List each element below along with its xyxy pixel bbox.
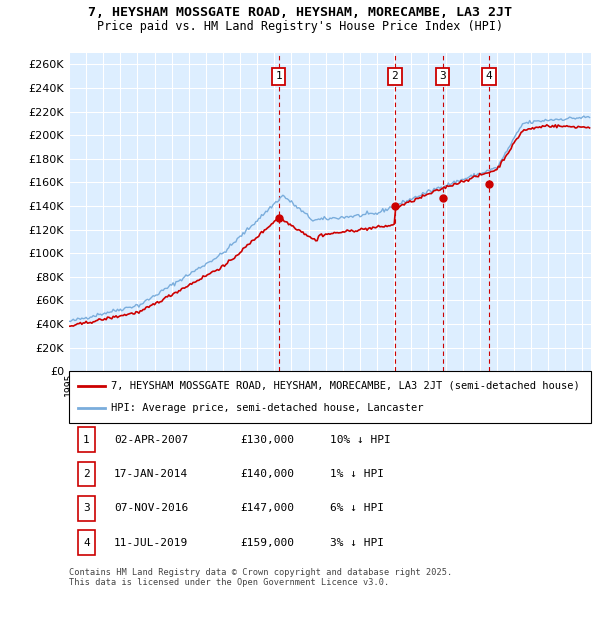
Text: 6% ↓ HPI: 6% ↓ HPI xyxy=(330,503,384,513)
Text: 3: 3 xyxy=(83,503,90,513)
Text: 3% ↓ HPI: 3% ↓ HPI xyxy=(330,538,384,547)
Text: £147,000: £147,000 xyxy=(240,503,294,513)
Text: 2: 2 xyxy=(83,469,90,479)
Text: £130,000: £130,000 xyxy=(240,435,294,445)
Text: Contains HM Land Registry data © Crown copyright and database right 2025.
This d: Contains HM Land Registry data © Crown c… xyxy=(69,568,452,587)
Text: 1: 1 xyxy=(275,71,282,81)
Text: 07-NOV-2016: 07-NOV-2016 xyxy=(114,503,188,513)
Text: £140,000: £140,000 xyxy=(240,469,294,479)
Text: 11-JUL-2019: 11-JUL-2019 xyxy=(114,538,188,547)
Text: Price paid vs. HM Land Registry's House Price Index (HPI): Price paid vs. HM Land Registry's House … xyxy=(97,20,503,33)
Text: £159,000: £159,000 xyxy=(240,538,294,547)
Text: HPI: Average price, semi-detached house, Lancaster: HPI: Average price, semi-detached house,… xyxy=(111,403,424,414)
Text: 7, HEYSHAM MOSSGATE ROAD, HEYSHAM, MORECAMBE, LA3 2JT (semi-detached house): 7, HEYSHAM MOSSGATE ROAD, HEYSHAM, MOREC… xyxy=(111,381,580,391)
Text: 1: 1 xyxy=(83,435,90,445)
Text: 1% ↓ HPI: 1% ↓ HPI xyxy=(330,469,384,479)
Text: 4: 4 xyxy=(485,71,492,81)
Text: 02-APR-2007: 02-APR-2007 xyxy=(114,435,188,445)
Text: 17-JAN-2014: 17-JAN-2014 xyxy=(114,469,188,479)
Text: 3: 3 xyxy=(439,71,446,81)
Text: 7, HEYSHAM MOSSGATE ROAD, HEYSHAM, MORECAMBE, LA3 2JT: 7, HEYSHAM MOSSGATE ROAD, HEYSHAM, MOREC… xyxy=(88,6,512,19)
Text: 10% ↓ HPI: 10% ↓ HPI xyxy=(330,435,391,445)
Text: 2: 2 xyxy=(391,71,398,81)
Text: 4: 4 xyxy=(83,538,90,547)
